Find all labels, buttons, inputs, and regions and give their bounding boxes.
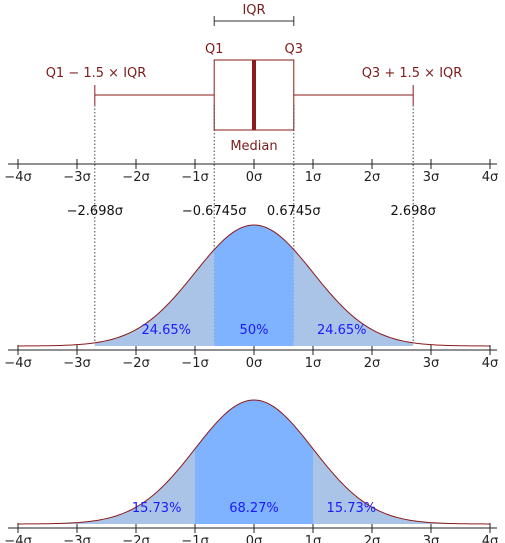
axis-middle: −4σ −3σ −2σ −1σ 0σ 1σ 2σ 3σ 4σ <box>4 345 498 371</box>
region-percent-label: 24.65% <box>317 323 367 338</box>
axis-bottom: −4σ −3σ −2σ −1σ 0σ 1σ 2σ 3σ 4σ <box>4 523 498 543</box>
axis-tick-label: −1σ <box>181 534 208 543</box>
median-label: Median <box>230 139 277 154</box>
axis-tick-label: 2σ <box>364 534 381 543</box>
q3-label: Q3 <box>285 42 304 57</box>
density-region <box>195 400 313 524</box>
axis-tick-label: −2σ <box>122 170 149 185</box>
axis-tick-label: 0σ <box>246 170 263 185</box>
axis-tick-label: 0σ <box>246 534 263 543</box>
axis-tick-label: −4σ <box>4 170 31 185</box>
region-percent-label: 68.27% <box>229 501 279 516</box>
box-shapes <box>94 59 414 131</box>
iqr-bracket <box>213 16 295 26</box>
axis-tick-label: −2σ <box>122 356 149 371</box>
axis-tick-label: −1σ <box>181 170 208 185</box>
axis-tick-label: 3σ <box>423 534 440 543</box>
axis-tick-label: −2σ <box>122 534 149 543</box>
q1-label: Q1 <box>205 42 224 57</box>
quartile-value-label: 2.698σ <box>390 204 435 219</box>
axis-tick-label: 4σ <box>482 534 499 543</box>
boxplot: IQR Q1 Q3 Q1 − 1.5 × IQR Q3 + 1.5 × IQR … <box>46 3 463 154</box>
axis-tick-label: 1σ <box>305 534 322 543</box>
density-curve <box>17 399 491 525</box>
axis-tick-label: −3σ <box>63 356 90 371</box>
axis-tick-label: 1σ <box>305 356 322 371</box>
lower-whisker-label: Q1 − 1.5 × IQR <box>46 66 147 81</box>
region-percent-label: 50% <box>240 323 269 338</box>
axis-tick-label: 3σ <box>423 356 440 371</box>
axis-tick-label: −4σ <box>4 356 31 371</box>
axis-tick-label: 2σ <box>364 170 381 185</box>
density-region <box>94 249 215 346</box>
quartile-value-label: −2.698σ <box>67 204 123 219</box>
axis-tick-label: 3σ <box>423 170 440 185</box>
quartile-value-label: 0.6745σ <box>267 204 321 219</box>
axis-tick-label: 2σ <box>364 356 381 371</box>
upper-whisker-label: Q3 + 1.5 × IQR <box>362 66 463 81</box>
region-percent-label: 24.65% <box>141 323 191 338</box>
axis-tick-label: 1σ <box>305 170 322 185</box>
axis-tick-label: 4σ <box>482 356 499 371</box>
density-region <box>313 448 490 524</box>
region-percent-label: 15.73% <box>132 501 182 516</box>
axis-tick-label: −3σ <box>63 170 90 185</box>
axis-tick-label: 4σ <box>482 170 499 185</box>
axis-tick-label: −1σ <box>181 356 208 371</box>
quartile-value-label: −0.6745σ <box>182 204 247 219</box>
density-curve <box>17 224 491 347</box>
density-plot-sigma: 15.73% 68.27% 15.73% <box>17 399 491 525</box>
quartile-value-labels: −2.698σ −0.6745σ 0.6745σ 2.698σ <box>67 204 436 219</box>
axis-tick-label: −4σ <box>4 534 31 543</box>
density-region <box>18 448 195 524</box>
axis-tick-label: 0σ <box>246 356 263 371</box>
region-percent-label: 15.73% <box>327 501 377 516</box>
density-region <box>293 249 414 346</box>
iqr-label: IQR <box>242 3 265 18</box>
axis-tick-label: −3σ <box>63 534 90 543</box>
density-plot-iqr: 24.65% 50% 24.65% <box>17 224 491 347</box>
density-region <box>214 225 294 346</box>
axis-top: −4σ −3σ −2σ −1σ 0σ 1σ 2σ 3σ 4σ <box>4 159 498 185</box>
